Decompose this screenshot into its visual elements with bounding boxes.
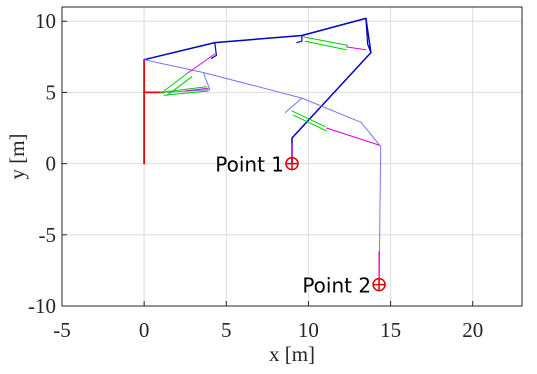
primary-series-line <box>296 34 303 44</box>
target-markers: Point 1 Point 2 <box>215 153 386 298</box>
x-axis-label: x [m] <box>269 342 315 366</box>
secondary-series-line <box>166 72 211 93</box>
primary-series-line <box>210 41 217 59</box>
y-tick-label: -10 <box>28 294 56 318</box>
x-axis-ticks: -5 0 5 10 15 20 <box>53 301 483 342</box>
rod-series-line <box>188 53 216 73</box>
actuator-series-line <box>160 86 208 93</box>
axes-box <box>61 6 523 307</box>
y-axis-ticks: -10 -5 0 5 10 <box>28 9 67 318</box>
actuator-series-line <box>163 72 189 92</box>
y-tick-label: 5 <box>46 80 57 104</box>
series-lines <box>143 17 382 286</box>
secondary-series-line <box>143 59 382 286</box>
point-label: Point 1 <box>215 153 284 177</box>
actuator-series-line <box>163 90 209 96</box>
actuator-series-line <box>166 76 193 96</box>
x-tick-label: 20 <box>462 318 483 342</box>
x-tick-label: 5 <box>221 318 232 342</box>
actuator-series-line <box>303 36 349 46</box>
y-tick-label: 0 <box>46 152 57 176</box>
x-tick-label: 10 <box>298 318 319 342</box>
primary-series-line <box>365 17 372 54</box>
secondary-series-line <box>284 97 303 113</box>
x-tick-label: 0 <box>139 318 150 342</box>
rod-series-line <box>345 46 367 51</box>
rod-series-line <box>184 87 209 92</box>
rod-series-line <box>326 127 380 146</box>
actuator-series-line <box>293 114 327 132</box>
y-axis-label: y [m] <box>5 133 29 179</box>
y-tick-label: 10 <box>35 9 56 33</box>
actuator-series-line <box>291 110 326 128</box>
point-label: Point 2 <box>302 274 371 298</box>
actuator-series-line <box>304 40 347 51</box>
y-tick-label: -5 <box>39 223 57 247</box>
x-tick-label: 15 <box>380 318 401 342</box>
x-tick-label: -5 <box>53 318 71 342</box>
